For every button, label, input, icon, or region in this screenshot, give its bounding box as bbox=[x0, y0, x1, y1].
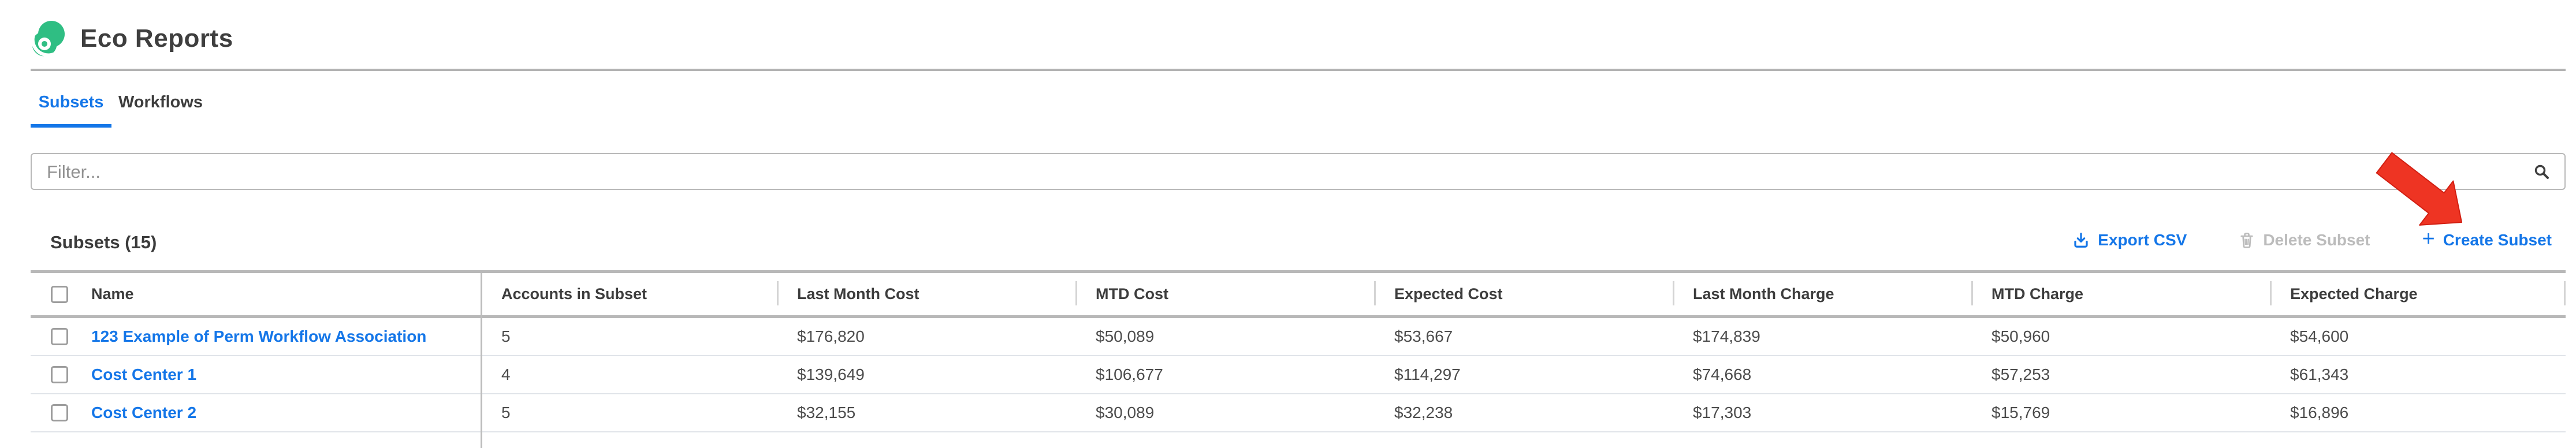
col-header-mtd-cost[interactable]: MTD Cost bbox=[1096, 285, 1168, 303]
table-header-row: Name Accounts in Subset Last Month Cost … bbox=[31, 273, 2566, 315]
expected-cost-cell: $114,297 bbox=[1394, 365, 1461, 383]
accounts-cell: 4 bbox=[501, 365, 511, 383]
tab-subsets[interactable]: Subsets bbox=[38, 93, 104, 111]
table-row: Cost Center 1 4 $139,649 $106,677 $114,2… bbox=[31, 356, 2566, 394]
trash-icon bbox=[2240, 233, 2253, 248]
col-header-accounts[interactable]: Accounts in Subset bbox=[501, 285, 647, 303]
subsets-count-heading: Subsets (15) bbox=[50, 232, 157, 252]
table-row: Cost Center 2 5 $32,155 $30,089 $32,238 … bbox=[31, 394, 2566, 432]
last-month-cost-cell: $139,649 bbox=[797, 365, 865, 383]
row-checkbox[interactable] bbox=[51, 366, 68, 383]
expected-charge-cell: $61,343 bbox=[2290, 365, 2349, 383]
last-month-cost-cell: $176,820 bbox=[797, 327, 865, 345]
download-icon bbox=[2074, 233, 2088, 248]
table-row: 123 Example of Perm Workflow Association… bbox=[31, 318, 2566, 356]
expected-cost-cell: $32,238 bbox=[1394, 404, 1453, 421]
col-header-last-month-cost[interactable]: Last Month Cost bbox=[797, 285, 920, 303]
accounts-cell: 5 bbox=[501, 327, 511, 345]
delete-subset-label: Delete Subset bbox=[2263, 231, 2370, 249]
expected-charge-cell: $54,600 bbox=[2290, 327, 2349, 345]
subset-name-link[interactable]: Cost Center 2 bbox=[91, 404, 197, 421]
delete-subset-button[interactable]: Delete Subset bbox=[2239, 231, 2370, 249]
search-icon[interactable] bbox=[2534, 164, 2549, 180]
filter-bar bbox=[31, 153, 2566, 190]
eco-logo-icon bbox=[31, 21, 65, 57]
col-header-expected-cost[interactable]: Expected Cost bbox=[1394, 285, 1503, 303]
export-csv-button[interactable]: Export CSV bbox=[2072, 231, 2187, 249]
subsets-table: Name Accounts in Subset Last Month Cost … bbox=[31, 270, 2566, 448]
row-checkbox[interactable] bbox=[51, 404, 68, 421]
last-month-charge-cell: $174,839 bbox=[1693, 327, 1760, 345]
col-header-last-month-charge[interactable]: Last Month Charge bbox=[1693, 285, 1834, 303]
header-column-separator bbox=[1673, 281, 1674, 305]
accounts-cell: 5 bbox=[501, 404, 511, 421]
select-all-checkbox[interactable] bbox=[51, 285, 68, 303]
last-month-charge-cell: $74,668 bbox=[1693, 365, 1752, 383]
mtd-cost-cell: $50,089 bbox=[1096, 327, 1155, 345]
header-column-separator bbox=[1971, 281, 1973, 305]
header-column-separator bbox=[2270, 281, 2272, 305]
filter-input[interactable] bbox=[46, 154, 2508, 190]
subset-name-link[interactable]: Cost Center 1 bbox=[91, 365, 197, 383]
create-subset-button[interactable]: + Create Subset bbox=[2422, 227, 2552, 251]
active-tab-underline bbox=[31, 124, 111, 128]
tab-bar: Subsets Workflows bbox=[31, 81, 210, 128]
header-column-separator bbox=[1374, 281, 1376, 305]
row-checkbox[interactable] bbox=[51, 328, 68, 345]
page-title: Eco Reports bbox=[80, 24, 233, 53]
last-month-cost-cell: $32,155 bbox=[797, 404, 856, 421]
col-header-expected-charge[interactable]: Expected Charge bbox=[2290, 285, 2418, 303]
header-column-separator bbox=[1075, 281, 1077, 305]
expected-cost-cell: $53,667 bbox=[1394, 327, 1453, 345]
mtd-charge-cell: $50,960 bbox=[1991, 327, 2050, 345]
header-divider bbox=[31, 69, 2566, 71]
header-column-separator bbox=[777, 281, 779, 305]
plus-icon: + bbox=[2422, 227, 2435, 251]
expected-charge-cell: $16,896 bbox=[2290, 404, 2349, 421]
tab-workflows[interactable]: Workflows bbox=[118, 93, 203, 111]
mtd-cost-cell: $106,677 bbox=[1096, 365, 1163, 383]
app-header: Eco Reports bbox=[31, 20, 233, 57]
header-column-separator bbox=[2564, 281, 2566, 305]
name-column-separator bbox=[481, 273, 482, 448]
col-header-name[interactable]: Name bbox=[91, 285, 134, 303]
table-header-bottom-border bbox=[31, 315, 2566, 318]
mtd-charge-cell: $15,769 bbox=[1991, 404, 2050, 421]
subset-name-link[interactable]: 123 Example of Perm Workflow Association bbox=[91, 327, 427, 345]
col-header-mtd-charge[interactable]: MTD Charge bbox=[1991, 285, 2084, 303]
last-month-charge-cell: $17,303 bbox=[1693, 404, 1752, 421]
table-top-border bbox=[31, 270, 2566, 273]
create-subset-label: Create Subset bbox=[2443, 231, 2552, 249]
export-csv-label: Export CSV bbox=[2098, 231, 2187, 249]
mtd-cost-cell: $30,089 bbox=[1096, 404, 1155, 421]
toolbar: Export CSV Delete Subset + Create Subset bbox=[2072, 227, 2552, 251]
mtd-charge-cell: $57,253 bbox=[1991, 365, 2050, 383]
